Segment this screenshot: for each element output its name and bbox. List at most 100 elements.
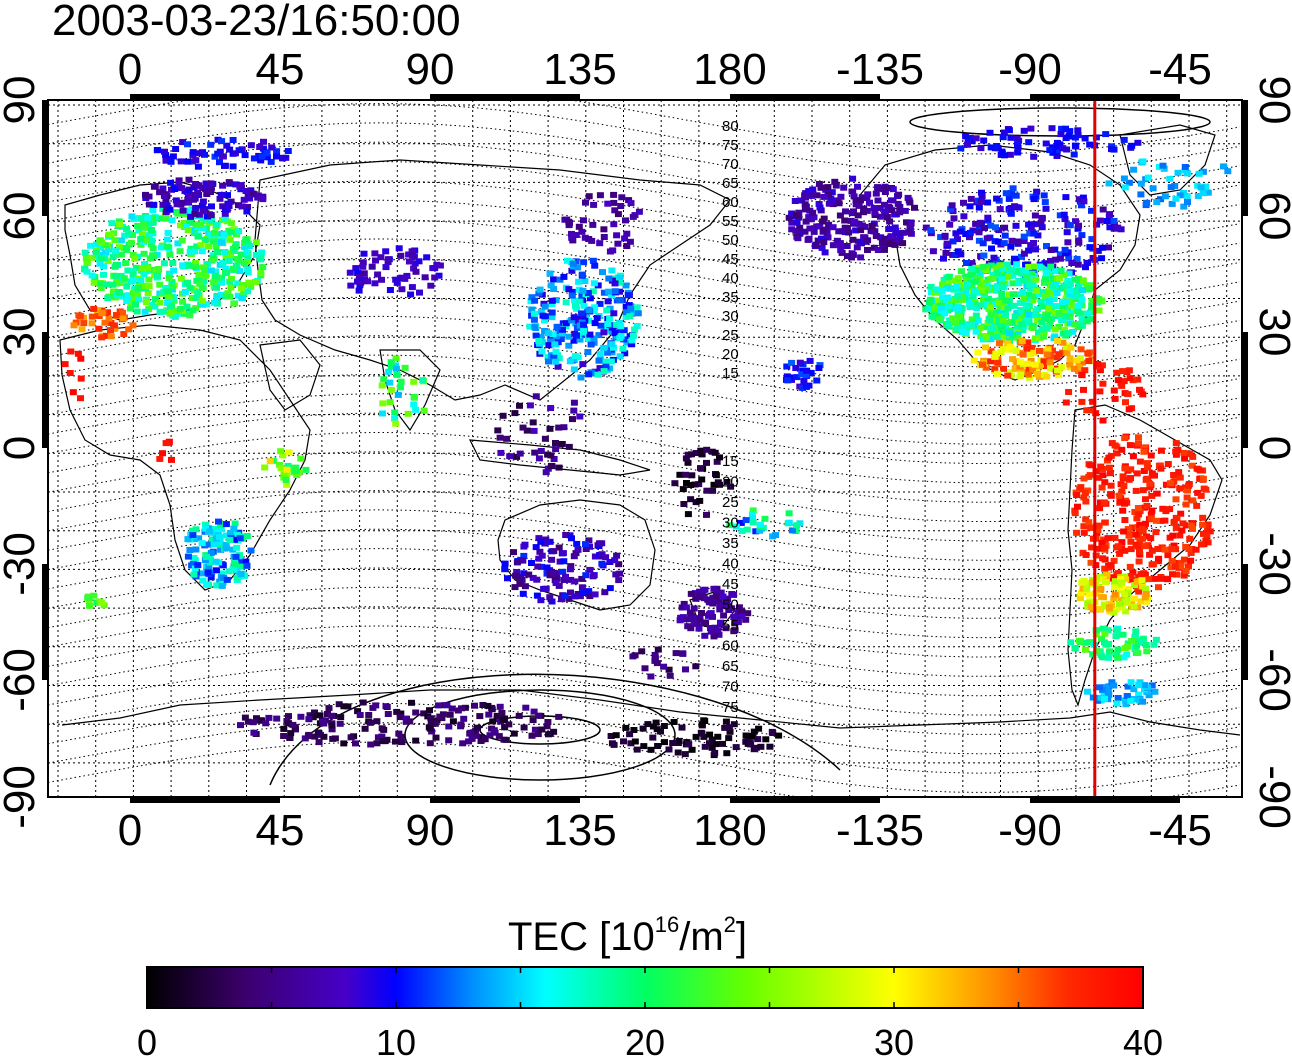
tec-cell xyxy=(889,186,897,193)
tec-cell xyxy=(412,268,420,275)
tec-cell xyxy=(1089,255,1097,261)
tec-cell xyxy=(1114,224,1122,231)
tec-cell xyxy=(676,617,684,624)
tec-cell xyxy=(616,274,624,281)
tec-cell xyxy=(431,720,439,727)
tec-cell xyxy=(206,559,214,566)
tec-cell xyxy=(1105,180,1113,187)
tec-cell xyxy=(1082,264,1089,271)
tec-cell xyxy=(160,288,168,295)
tec-cell xyxy=(222,521,230,528)
tec-cell xyxy=(885,204,893,210)
tec-cell xyxy=(1157,465,1165,472)
tec-cell xyxy=(997,151,1005,158)
tec-cell xyxy=(785,519,793,526)
tec-cell xyxy=(732,744,740,751)
tec-cell xyxy=(1098,539,1106,546)
tec-cell xyxy=(712,472,720,479)
tec-cell xyxy=(976,302,984,309)
tec-cell xyxy=(1204,189,1212,196)
tec-cell xyxy=(799,384,807,391)
tec-cell xyxy=(217,521,225,528)
tec-cell xyxy=(562,573,569,580)
tec-cell xyxy=(1020,238,1028,244)
tec-cell xyxy=(568,230,575,237)
tec-cell xyxy=(709,613,716,620)
tec-cell xyxy=(1189,453,1197,460)
tec-cell xyxy=(164,300,172,307)
tec-cell xyxy=(1077,346,1085,353)
tec-cell xyxy=(1042,292,1050,299)
tec-cell xyxy=(134,285,142,292)
tec-cell xyxy=(872,233,880,239)
contour-label: 50 xyxy=(722,597,739,614)
tec-cell xyxy=(1058,364,1066,371)
tec-cell xyxy=(387,363,395,370)
tec-cell xyxy=(221,206,229,213)
tec-cell xyxy=(1184,487,1191,494)
tec-cell xyxy=(565,595,573,602)
tec-cell xyxy=(229,163,237,170)
tec-cell xyxy=(1179,520,1187,527)
tec-cell xyxy=(202,525,210,532)
tec-cell xyxy=(535,535,543,542)
tec-cell xyxy=(242,558,250,565)
tec-cell xyxy=(692,595,700,602)
lat-label-left: 30 xyxy=(0,308,44,357)
tec-cell xyxy=(368,263,376,270)
tec-cell xyxy=(208,257,216,264)
tec-cell xyxy=(1132,487,1140,494)
tec-cell xyxy=(614,211,622,218)
tec-cell xyxy=(942,249,950,256)
tec-cell xyxy=(1124,391,1132,398)
tec-cell xyxy=(891,241,899,248)
tec-cell xyxy=(1073,529,1081,536)
tec-cell xyxy=(1183,193,1191,200)
tec-cell xyxy=(665,666,673,673)
tec-cell xyxy=(1199,475,1207,482)
tec-cell xyxy=(977,281,985,288)
tec-cell xyxy=(1011,366,1019,373)
tec-cell xyxy=(627,740,635,747)
tec-cell xyxy=(586,295,594,302)
tec-cell xyxy=(1104,535,1112,542)
tec-cell xyxy=(571,353,579,360)
tec-cell xyxy=(654,743,662,749)
tec-cell xyxy=(169,153,177,160)
tec-cell xyxy=(616,326,624,333)
tec-cell xyxy=(660,663,668,670)
tec-cell xyxy=(1137,598,1144,605)
tec-cell xyxy=(1000,129,1008,136)
tec-cell xyxy=(813,377,821,384)
tec-cell xyxy=(233,231,240,238)
tec-cell xyxy=(105,231,113,238)
lat-label-right: 60 xyxy=(1250,192,1292,241)
tec-cell xyxy=(806,357,814,364)
tec-cell xyxy=(1004,320,1012,326)
tec-cell xyxy=(373,740,381,747)
tec-cell xyxy=(703,459,710,466)
tec-cell xyxy=(202,581,210,588)
tec-cell xyxy=(881,208,889,215)
tec-cell xyxy=(969,293,977,300)
tec-cell xyxy=(213,221,221,228)
tec-cell xyxy=(1203,532,1211,539)
tec-cell xyxy=(150,183,158,190)
timestamp-title: 2003-03-23/16:50:00 xyxy=(52,0,461,45)
tec-cell xyxy=(1088,303,1096,310)
tec-cell xyxy=(1078,316,1086,323)
tec-cell xyxy=(1139,158,1147,165)
tec-cell xyxy=(691,481,699,488)
tec-cell xyxy=(617,333,625,340)
tec-cell xyxy=(950,286,958,293)
tec-cell xyxy=(1172,546,1180,553)
tec-cell xyxy=(279,452,287,459)
tec-cell xyxy=(798,197,806,204)
tec-cell xyxy=(623,339,631,346)
colorbar-title-mid: /m xyxy=(679,915,724,959)
tec-cell xyxy=(258,153,266,160)
tec-cell xyxy=(1144,464,1152,471)
tec-cell xyxy=(392,420,400,427)
tec-cell xyxy=(1072,218,1079,225)
tec-cell xyxy=(1034,370,1041,377)
